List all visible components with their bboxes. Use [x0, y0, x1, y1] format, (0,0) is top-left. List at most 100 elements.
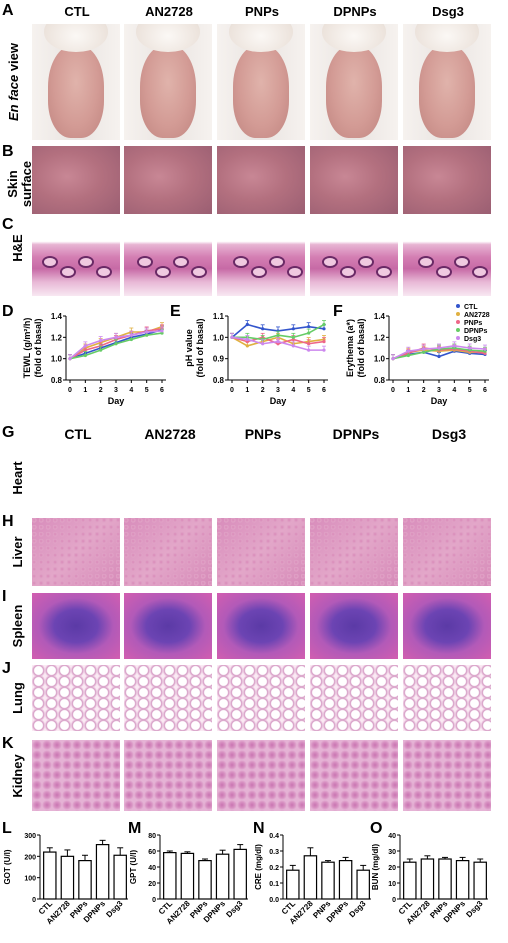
legend-label-ctl: CTL [464, 304, 478, 311]
panel-letter-e: E [170, 303, 181, 320]
bar-dsg3 [113, 854, 127, 900]
kidney-section-dpnps [310, 740, 398, 811]
y-tick-label: 300 [24, 833, 36, 840]
x-tick-label: 2 [261, 387, 265, 394]
y-tick-label: 1.1 [213, 312, 225, 321]
series-point-ctl [261, 327, 265, 331]
x-axis-label: Day [270, 396, 287, 406]
y-tick-label: 40 [148, 865, 156, 872]
series-point-dpnps [129, 337, 133, 342]
category-label-dsg3: Dsg3 [347, 899, 368, 920]
bar-ctl [403, 861, 417, 900]
x-tick-label: 6 [160, 387, 164, 394]
kidney-section-ctl [32, 740, 120, 811]
series-point-dsg3 [291, 344, 295, 348]
he-section-ctl [32, 218, 120, 296]
panel-letter-a: A [2, 2, 14, 19]
x-tick-label: 6 [483, 387, 487, 394]
kidney-section-pnps [217, 740, 305, 811]
gland-mark [173, 256, 189, 268]
series-point-dsg3 [452, 344, 456, 348]
line-chart-e: E 0.8 0.9 1.0 1.1 0 1 2 3 4 5 6 Day pH value (fold of … [170, 303, 328, 406]
series-point-ctl [437, 354, 441, 359]
panel-letter-h: H [2, 513, 14, 530]
gland-mark [287, 266, 303, 278]
gland-mark [251, 266, 267, 278]
y-tick-label: 0.9 [213, 355, 225, 364]
hist-col-label-dsg3: Dsg3 [431, 426, 467, 442]
en-face-photo-ctl [32, 24, 120, 140]
line-chart-d: D 0.8 1.0 1.2 1.4 0 1 2 3 4 5 6 Day TEWL (g/m²/h) (fol… [2, 303, 166, 406]
y-axis-label: GOT (U/l) [3, 849, 12, 884]
bar-pnps [78, 859, 92, 900]
spleen-section-pnps [217, 593, 305, 659]
gland-mark [96, 266, 112, 278]
legend-marker-an2728 [456, 312, 460, 316]
legend-marker-dpnps [456, 328, 460, 332]
hist-col-label-pnps: PNPs [244, 426, 282, 442]
series-point-dsg3 [114, 335, 118, 339]
x-tick-label: 1 [83, 387, 87, 394]
y-tick-label: 0.8 [213, 376, 225, 385]
series-point-dpnps [83, 353, 87, 358]
series-point-dsg3 [261, 342, 265, 346]
panel-letter-j: J [2, 660, 11, 677]
y-tick-label: 60 [148, 849, 156, 856]
legend-label-dpnps: DPNPs [464, 328, 487, 335]
bar-pnps [321, 861, 335, 900]
heart-section-dpnps [310, 444, 398, 512]
x-tick-label: 0 [68, 387, 72, 394]
x-tick-label: 3 [276, 387, 280, 394]
col-label-dpnps: DPNPs [333, 4, 377, 19]
x-tick-label: 2 [422, 387, 426, 394]
y-tick-label: 1.4 [374, 312, 386, 321]
skin-surface-photo-pnps [217, 146, 305, 214]
spleen-section-an2728 [124, 593, 212, 659]
x-tick-label: 4 [452, 387, 456, 394]
y-tick-label: 1.2 [51, 333, 63, 342]
gland-mark [454, 256, 470, 268]
spleen-section-dsg3 [403, 593, 491, 659]
en-face-rest: view [6, 42, 21, 75]
legend-marker-ctl [456, 304, 460, 308]
panel-letter-d: D [2, 303, 14, 320]
x-tick-label: 5 [145, 387, 149, 394]
series-point-an2728 [245, 344, 249, 348]
spleen-section-dpnps [310, 593, 398, 659]
en-face-photo-pnps [217, 24, 305, 140]
liver-section-ctl [32, 518, 120, 586]
col-label-pnps: PNPs [245, 4, 279, 19]
panel-letter-i: I [2, 588, 7, 605]
en-face-photo-an2728 [124, 24, 212, 140]
category-label-dsg3: Dsg3 [104, 899, 125, 920]
legend-marker-dsg3 [456, 336, 460, 340]
bar-ctl [286, 869, 300, 900]
skin-surface-photo-an2728 [124, 146, 212, 214]
series-point-dsg3 [160, 329, 164, 333]
x-tick-label: 3 [114, 387, 118, 394]
lung-section-pnps [217, 665, 305, 731]
panel-letter-k: K [2, 735, 14, 752]
panel-letter-l: L [2, 820, 12, 837]
bar-an2728 [420, 858, 435, 900]
series-point-ctl [291, 327, 295, 331]
row-label-lung: Lung [10, 682, 25, 714]
panel-letter-m: M [128, 820, 141, 837]
lung-section-dpnps [310, 665, 398, 731]
series-point-dsg3 [391, 357, 395, 361]
x-tick-label: 5 [307, 387, 311, 394]
x-tick-label: 4 [129, 387, 133, 394]
heart-section-pnps [217, 444, 305, 512]
series-point-dpnps [406, 353, 410, 358]
y-tick-label: 1.0 [213, 333, 225, 342]
panel-letter-o: O [370, 820, 382, 837]
gland-mark [137, 256, 153, 268]
liver-section-an2728 [124, 518, 212, 586]
lung-section-dsg3 [403, 665, 491, 731]
y-tick-label: 20 [148, 881, 156, 888]
bar-dpnps [95, 844, 110, 900]
row-label-en-face: En face view [6, 22, 21, 142]
lung-section-an2728 [124, 665, 212, 731]
